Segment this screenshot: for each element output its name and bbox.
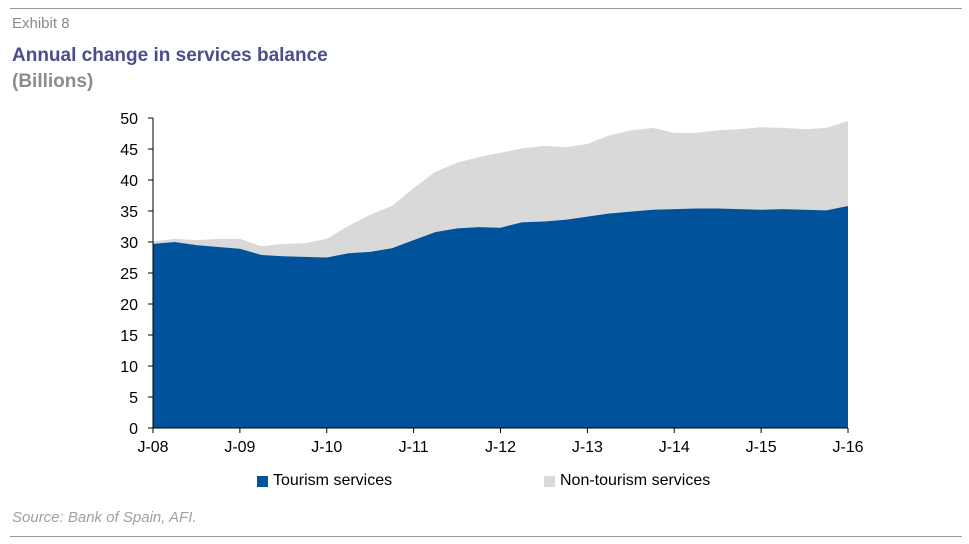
- x-tick-label: J-08: [137, 439, 168, 456]
- y-tick-label: 15: [120, 328, 138, 345]
- top-rule: [10, 8, 962, 9]
- x-tick-label: J-14: [659, 439, 690, 456]
- chart-subtitle: (Billions): [12, 71, 94, 92]
- chart-title: Annual change in services balance: [12, 45, 328, 66]
- x-tick-label: J-15: [746, 439, 777, 456]
- legend-label-non-tourism: Non-tourism services: [560, 472, 711, 489]
- legend-label-tourism: Tourism services: [273, 472, 393, 489]
- y-tick-label: 30: [120, 235, 138, 252]
- area-non-tourism-services: [153, 121, 848, 258]
- x-tick-label: J-13: [572, 439, 603, 456]
- legend-swatch-non-tourism: [544, 475, 555, 487]
- x-tick-label: J-09: [224, 439, 255, 456]
- x-tick-label: J-11: [399, 439, 429, 456]
- y-tick-label: 45: [120, 142, 138, 159]
- exhibit-label: Exhibit 8: [12, 15, 70, 32]
- legend-swatch-tourism: [257, 475, 268, 487]
- y-tick-label: 20: [120, 297, 138, 314]
- legend-item-non-tourism: Non-tourism services: [544, 472, 710, 490]
- y-tick-label: 0: [129, 421, 138, 438]
- y-tick-label: 25: [120, 266, 138, 283]
- y-tick-label: 35: [120, 204, 138, 221]
- y-tick-label: 10: [120, 359, 138, 376]
- source-note: Source: Bank of Spain, AFI.: [12, 509, 197, 526]
- x-tick-label: J-10: [311, 439, 342, 456]
- y-tick-label: 40: [120, 173, 138, 190]
- y-tick-label: 5: [129, 390, 138, 407]
- x-tick-label: J-16: [832, 439, 863, 456]
- x-tick-label: J-12: [485, 439, 516, 456]
- area-tourism-services: [153, 206, 848, 428]
- bottom-rule: [10, 536, 962, 537]
- y-tick-label: 50: [120, 111, 138, 128]
- legend-item-tourism: Tourism services: [257, 472, 392, 490]
